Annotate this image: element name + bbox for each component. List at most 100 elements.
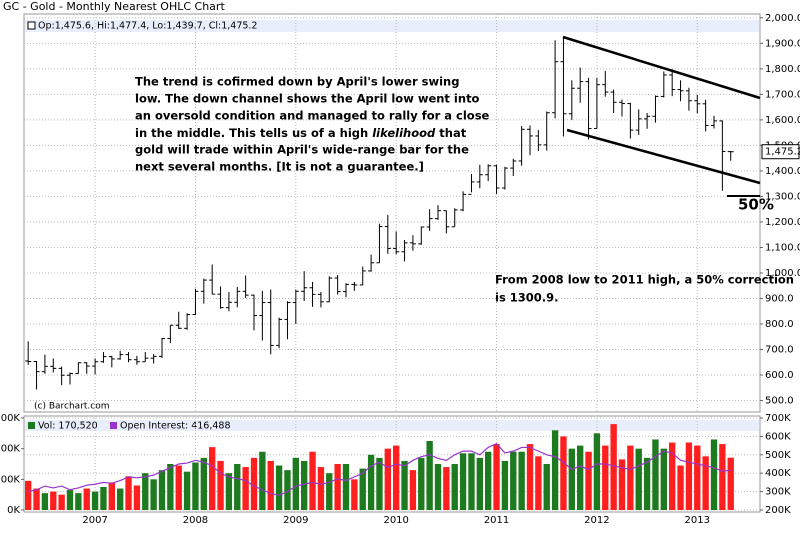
volume-bar xyxy=(309,451,316,510)
y-tick-label: 2,000.0 xyxy=(765,13,800,24)
volume-bar xyxy=(535,456,542,510)
volume-bar xyxy=(133,485,141,510)
legend-entry: Vol: 170,520 xyxy=(38,421,98,432)
note-line: an oversold condition and managed to ral… xyxy=(135,109,490,123)
last-price-label: 1,475.2 xyxy=(765,147,800,158)
volume-bar xyxy=(585,451,592,510)
volume-bar xyxy=(710,439,718,510)
volume-bar xyxy=(669,442,676,510)
volume-bar xyxy=(468,453,475,510)
volume-bar xyxy=(635,448,642,510)
x-tick-label: 2013 xyxy=(685,515,710,526)
volume-bar xyxy=(652,439,659,510)
volume-bar xyxy=(526,444,534,510)
volume-bar xyxy=(167,464,174,510)
volume-bar xyxy=(275,465,283,510)
note-part: in the middle. This tells us of a high xyxy=(135,126,372,140)
volume-bar xyxy=(175,465,182,510)
volume-bar xyxy=(367,454,375,510)
volume-bar xyxy=(225,473,233,510)
y-tick-label: 0K xyxy=(7,505,20,516)
volume-bar xyxy=(66,490,74,510)
volume-bar xyxy=(75,493,82,510)
x-tick-label: 2009 xyxy=(283,515,308,526)
volume-bar xyxy=(250,457,258,510)
y2-tick-label: 500K xyxy=(765,450,791,461)
note-line: The trend is cofirmed down by April's lo… xyxy=(135,75,459,89)
volume-bar xyxy=(643,457,651,510)
volume-bar xyxy=(209,447,216,510)
y-tick-label: 1,000.0 xyxy=(765,268,800,279)
y-tick-label: 1,600.0 xyxy=(765,115,800,126)
volume-bar xyxy=(702,456,709,510)
channel-line xyxy=(562,35,761,100)
volume-bar xyxy=(384,448,391,510)
volume-bar xyxy=(660,448,667,510)
volume-bar xyxy=(610,424,617,510)
volume-bar xyxy=(125,476,132,510)
y-tick-label: 200K xyxy=(0,444,20,455)
note-line: low. The down channel shows the April lo… xyxy=(135,92,480,106)
volume-bar xyxy=(217,460,224,510)
volume-bar xyxy=(150,479,157,510)
x-tick-label: 2008 xyxy=(183,515,208,526)
volume-bar xyxy=(234,464,241,510)
y-tick-label: 1,800.0 xyxy=(765,64,800,75)
volume-bar xyxy=(727,457,734,510)
volume-bar xyxy=(158,470,166,510)
ohlc-legend: Op:1,475.6, Hi:1,477.4, Lo:1,439.7, Cl:1… xyxy=(38,21,257,32)
volume-bar xyxy=(568,448,575,510)
x-tick-label: 2011 xyxy=(484,515,509,526)
volume-bar xyxy=(518,451,525,510)
correction-line: is 1300.9. xyxy=(495,291,559,305)
volume-bar xyxy=(342,464,350,510)
x-tick-label: 2012 xyxy=(584,515,609,526)
x-tick-label: 2007 xyxy=(82,515,107,526)
y2-tick-label: 300K xyxy=(765,487,791,498)
volume-bar xyxy=(83,488,90,510)
volume-bar xyxy=(459,453,467,510)
volume-bar xyxy=(117,488,124,510)
volume-bar xyxy=(476,457,483,510)
volume-bar xyxy=(108,482,115,510)
y-tick-label: 1,300.0 xyxy=(765,191,800,202)
volume-bar xyxy=(326,473,333,510)
y-tick-label: 1,700.0 xyxy=(765,89,800,100)
volume-bar xyxy=(510,451,517,510)
legend-icon xyxy=(27,21,36,30)
legend-bar xyxy=(25,20,759,32)
note-line: gold will trade within April's wide-rang… xyxy=(135,143,469,157)
volume-bar xyxy=(351,479,358,510)
volume-bar xyxy=(393,445,400,510)
volume-bar xyxy=(242,467,249,510)
volume-legend-bar xyxy=(25,420,759,431)
plot: 500.0 600.0 700.0 800.0 900.0 1,000.0 1,100.0 1… xyxy=(0,13,800,526)
volume-bar xyxy=(593,433,601,510)
volume-bar xyxy=(267,460,274,510)
volume-bar xyxy=(292,457,299,510)
volume-bar xyxy=(551,430,559,510)
volume-bar xyxy=(259,451,266,510)
y-tick-label: 900.0 xyxy=(765,293,794,304)
volume-bar xyxy=(694,445,701,510)
volume-bar xyxy=(493,444,500,510)
volume-bar xyxy=(443,467,450,510)
volume-bar xyxy=(434,464,442,510)
chart-title: GC - Gold - Monthly Nearest OHLC Chart xyxy=(3,0,225,13)
y-tick-label: 800.0 xyxy=(765,319,794,330)
volume-bar xyxy=(618,459,626,510)
y2-tick-label: 600K xyxy=(765,431,791,442)
note-part: that xyxy=(435,126,466,140)
volume-bar xyxy=(50,491,57,510)
volume-bar xyxy=(418,457,425,510)
y2-tick-label: 400K xyxy=(765,468,791,479)
channel-line xyxy=(566,128,761,185)
volume-bar xyxy=(376,457,383,510)
volume-bar xyxy=(334,464,341,510)
y-tick-label: 500.0 xyxy=(765,396,794,407)
legend-swatch xyxy=(28,422,35,429)
volume-bar xyxy=(719,444,726,510)
volume-bar xyxy=(25,480,32,510)
